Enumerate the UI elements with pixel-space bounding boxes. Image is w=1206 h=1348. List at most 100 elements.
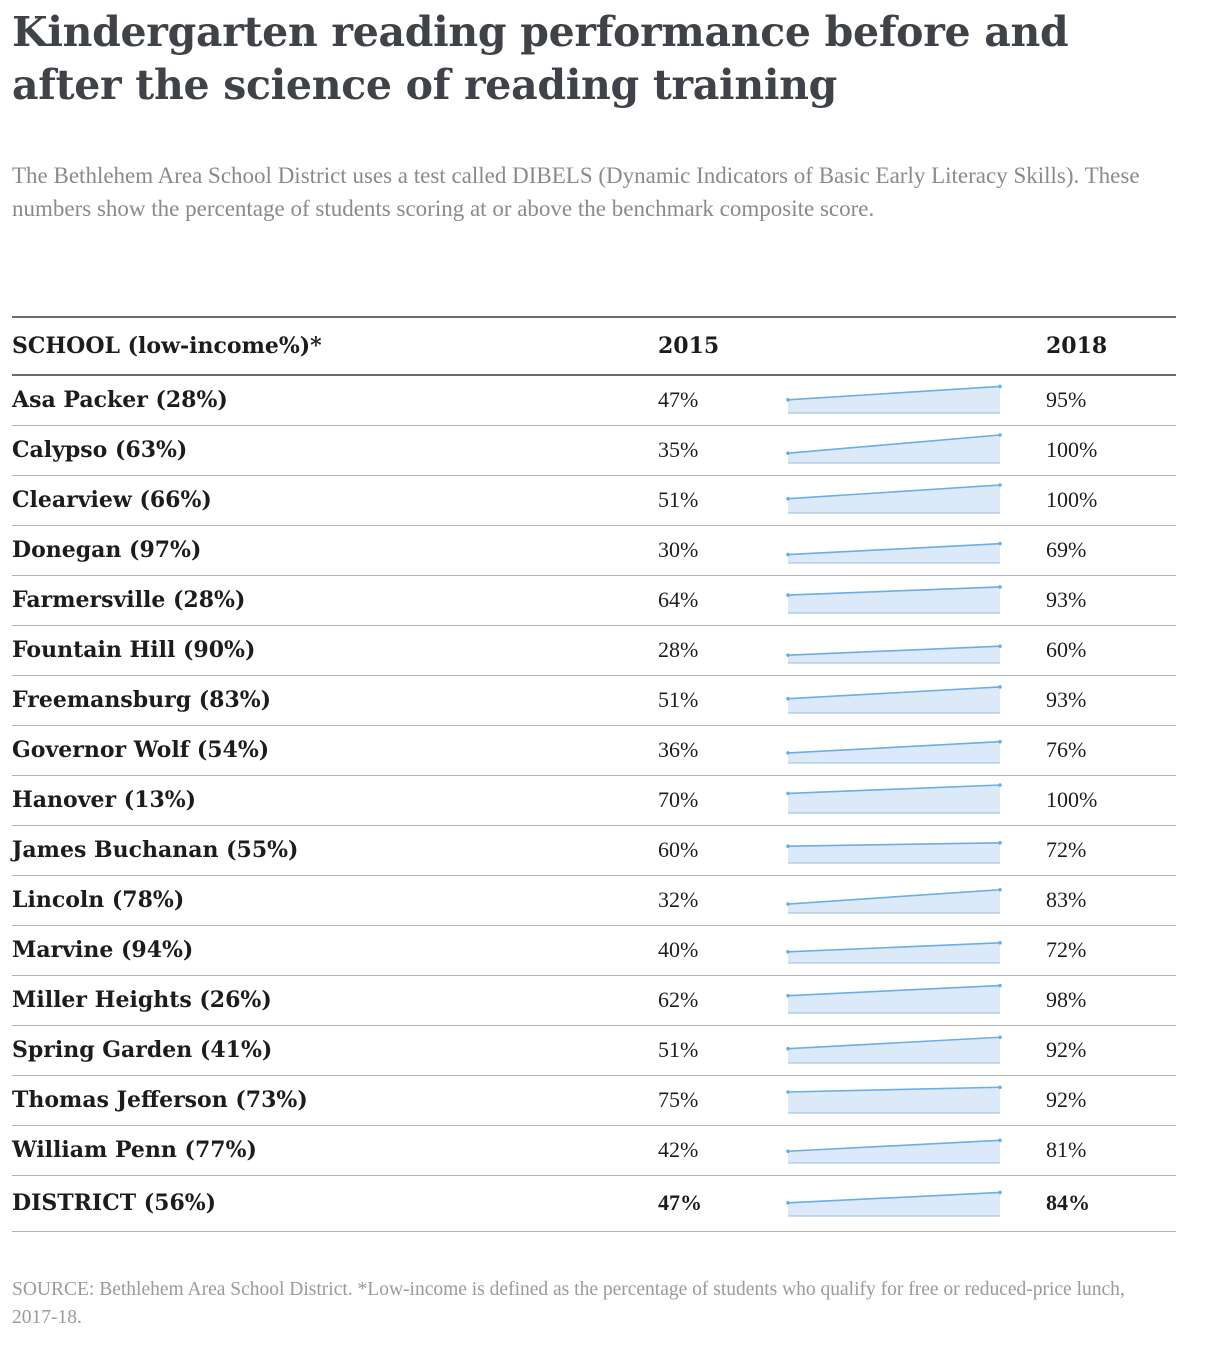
school-name: Lincoln (78%) — [12, 887, 185, 913]
sparkline-cell — [786, 775, 1046, 825]
value-2015: 60% — [658, 837, 699, 862]
value-2015: 40% — [658, 937, 699, 962]
point-2018 — [998, 483, 1002, 487]
value-2018: 72% — [1046, 837, 1087, 862]
point-2018 — [998, 887, 1002, 892]
sparkline-line — [787, 586, 1001, 596]
value-2015: 36% — [658, 737, 699, 762]
header-school: SCHOOL (low-income%)* — [12, 333, 322, 359]
point-2015 — [786, 1149, 790, 1154]
point-2015 — [786, 398, 790, 402]
value-2018: 92% — [1046, 1037, 1087, 1062]
value-2015: 42% — [658, 1137, 699, 1162]
sparkline-area — [788, 889, 1000, 913]
sparkline-line — [787, 434, 1001, 454]
sparkline — [786, 541, 1002, 564]
value-2018: 92% — [1046, 1087, 1087, 1112]
value-2018: 93% — [1046, 687, 1087, 712]
school-name: Governor Wolf (54%) — [12, 737, 270, 763]
sparkline-cell — [786, 475, 1046, 525]
chart-subtitle: The Bethlehem Area School District uses … — [12, 163, 1140, 221]
school-name: Spring Garden (41%) — [12, 1037, 273, 1063]
table-row: Clearview (66%) 51% 100% — [12, 475, 1176, 525]
table-row: Governor Wolf (54%) 36% 76% — [12, 725, 1176, 775]
value-2018: 98% — [1046, 987, 1087, 1012]
school-name: Clearview (66%) — [12, 487, 212, 513]
value-2018: 81% — [1046, 1137, 1087, 1162]
sparkline-line — [787, 784, 1001, 795]
sparkline-area — [788, 1087, 1000, 1113]
sparkline-cell — [786, 625, 1046, 675]
chart-container: Kindergarten reading performance before … — [12, 0, 1176, 1231]
sparkline-cell — [786, 575, 1046, 625]
sparkline — [786, 983, 1002, 1014]
sparkline-line — [787, 888, 1001, 905]
value-2018: 69% — [1046, 537, 1087, 562]
sparkline — [786, 783, 1002, 814]
point-2018 — [998, 941, 1002, 945]
sparkline — [786, 483, 1002, 514]
point-2018 — [998, 739, 1002, 744]
school-name: Hanover (13%) — [12, 787, 197, 813]
sparkline — [786, 887, 1002, 914]
value-2015: 62% — [658, 987, 699, 1012]
sparkline-cell — [786, 1175, 1046, 1231]
school-name: Donegan (97%) — [12, 537, 202, 563]
point-2015 — [786, 696, 790, 701]
point-2015 — [786, 1090, 790, 1094]
table-row: Farmersville (28%) 64% 93% — [12, 575, 1176, 625]
sparkline-cell — [786, 525, 1046, 575]
value-2015: 75% — [658, 1087, 699, 1112]
sparkline-line — [787, 385, 1001, 401]
sparkline-cell — [786, 1025, 1046, 1075]
point-2015 — [786, 1046, 790, 1051]
point-2018 — [998, 983, 1002, 988]
sparkline-line — [787, 484, 1001, 500]
sparkline-line — [787, 1139, 1001, 1153]
sparkline-cell — [786, 375, 1046, 425]
data-table: SCHOOL (low-income%)* 2015 2018 Asa Pack… — [12, 316, 1176, 1232]
point-2015 — [786, 593, 790, 597]
value-2018: 83% — [1046, 887, 1087, 912]
sparkline-cell — [786, 975, 1046, 1025]
school-name: Calypso (63%) — [12, 437, 188, 463]
table-row: Lincoln (78%) 32% 83% — [12, 875, 1176, 925]
sparkline-line — [787, 542, 1001, 556]
school-name: Fountain Hill (90%) — [12, 637, 256, 663]
value-2015: 70% — [658, 787, 699, 812]
point-2015 — [786, 902, 790, 906]
value-2015: 30% — [658, 537, 699, 562]
source-note: SOURCE: Bethlehem Area School District. … — [12, 1279, 1125, 1328]
sparkline-area — [788, 1037, 1000, 1063]
sparkline-line — [787, 1191, 1001, 1204]
point-2015 — [786, 950, 790, 954]
school-name: Freemansburg (83%) — [12, 687, 272, 713]
sparkline — [786, 384, 1002, 414]
value-2015: 51% — [658, 1037, 699, 1062]
sparkline-area — [788, 1140, 1000, 1163]
point-2018 — [998, 433, 1002, 437]
point-2015 — [786, 1201, 790, 1205]
table-row: Spring Garden (41%) 51% 92% — [12, 1025, 1176, 1075]
sparkline-line — [787, 1086, 1001, 1093]
value-2018: 93% — [1046, 587, 1087, 612]
point-2015 — [786, 451, 790, 455]
header-spark — [786, 317, 1046, 375]
point-2018 — [998, 1035, 1002, 1040]
sparkline-area — [788, 741, 1000, 763]
sparkline-line — [787, 942, 1001, 953]
sparkline — [786, 685, 1002, 714]
sparkline-line — [787, 1036, 1001, 1050]
sparkline — [786, 585, 1002, 614]
sparkline-area — [788, 842, 1000, 863]
table-row: DISTRICT (56%) 47% 84% — [12, 1175, 1176, 1231]
sparkline-area — [788, 686, 1000, 713]
value-2018: 60% — [1046, 637, 1087, 662]
point-2018 — [998, 1190, 1002, 1195]
sparkline — [786, 433, 1002, 464]
header-2015: 2015 — [658, 333, 720, 359]
sparkline-cell — [786, 675, 1046, 725]
sparkline-line — [787, 842, 1001, 847]
school-name: Thomas Jefferson (73%) — [12, 1087, 308, 1113]
table-row: Calypso (63%) 35% 100% — [12, 425, 1176, 475]
